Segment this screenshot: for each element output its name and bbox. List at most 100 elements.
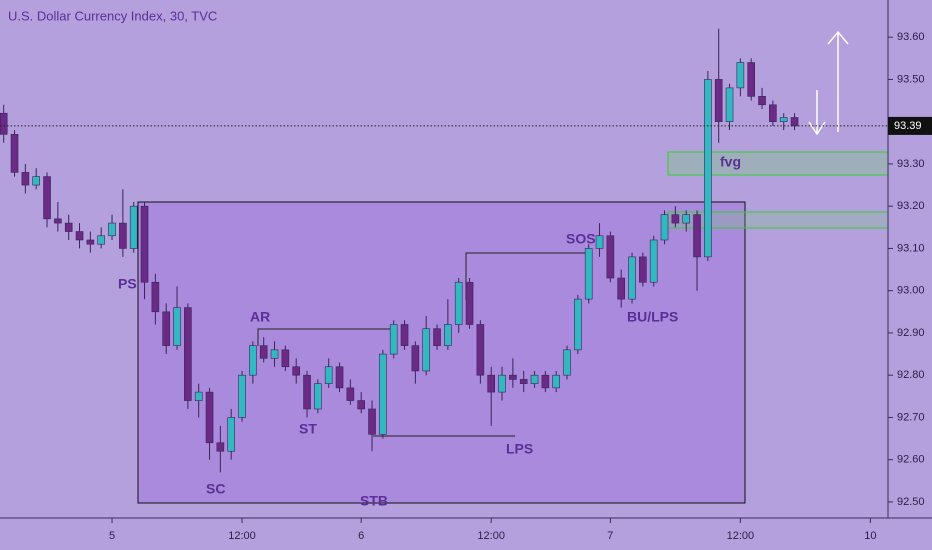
chart-title: U.S. Dollar Currency Index, 30, TVC <box>8 8 217 23</box>
candle-body <box>346 387 355 401</box>
candle-body <box>173 307 181 346</box>
x-tick-label: 12:00 <box>477 530 505 542</box>
candle-body <box>682 214 691 224</box>
candle-body <box>368 408 376 435</box>
candle-body <box>184 307 192 401</box>
candle-body <box>519 379 528 384</box>
x-tick-label: 10 <box>864 530 876 542</box>
price-axis-bg <box>888 0 932 550</box>
candle-body <box>779 117 788 122</box>
annotation: fvg <box>720 154 741 170</box>
y-tick-label: 93.10 <box>897 242 925 254</box>
candle-body <box>379 353 387 435</box>
price-label: 93.39 <box>894 120 922 132</box>
marks <box>0 28 799 473</box>
annotation: PS <box>118 276 137 292</box>
candle-body <box>400 324 409 346</box>
candle-body <box>725 87 734 122</box>
arrow-down-head <box>808 121 826 136</box>
y-tick-label: 93.50 <box>897 73 925 85</box>
candle-body <box>422 328 431 372</box>
annotation: ST <box>299 421 317 437</box>
candle-body <box>205 391 214 444</box>
candle-body <box>465 281 474 325</box>
candle-body <box>649 239 658 283</box>
candle-body <box>736 62 745 89</box>
candle-body <box>628 256 636 300</box>
candle-body <box>227 417 235 452</box>
candle-body <box>444 324 452 346</box>
candle-body <box>54 218 62 224</box>
candle-body <box>108 222 116 237</box>
candle-body <box>314 383 322 410</box>
zone <box>667 151 889 176</box>
candle-body <box>584 248 593 300</box>
candle-body <box>563 349 571 376</box>
candle-body <box>758 96 766 106</box>
candle-body <box>660 214 669 241</box>
candle-body <box>498 374 506 393</box>
candle-body <box>140 205 149 283</box>
candle-body <box>335 366 344 389</box>
y-tick-label: 92.70 <box>897 411 925 423</box>
candle-body <box>75 231 84 241</box>
candle-body <box>552 374 561 389</box>
arrow-up-head <box>827 30 849 45</box>
y-tick-label: 93.20 <box>897 200 925 212</box>
candle-body <box>639 256 647 283</box>
candle-body <box>509 374 517 380</box>
y-tick-label: 92.90 <box>897 327 925 339</box>
candle-body <box>606 235 615 279</box>
candle-body <box>411 345 420 372</box>
candle-body <box>97 235 105 245</box>
annotation: SOS <box>566 231 596 247</box>
candle-body <box>129 205 138 249</box>
candle-body <box>259 345 268 359</box>
y-tick-label: 93.60 <box>897 31 925 43</box>
candle-body <box>21 172 30 186</box>
candle-body <box>671 214 680 224</box>
candle-body <box>292 366 301 376</box>
candle-body <box>64 222 73 232</box>
candle-body <box>281 349 290 368</box>
candle-body <box>530 374 539 384</box>
annotation: BU/LPS <box>627 309 678 325</box>
candle-body <box>747 62 756 97</box>
ar-line <box>257 328 390 346</box>
candle-body <box>574 298 582 351</box>
y-tick-label: 93.00 <box>897 285 925 297</box>
candle-body <box>476 324 485 376</box>
annotation: STB <box>360 493 388 509</box>
x-tick-label: 12:00 <box>727 530 755 542</box>
candle-body <box>541 374 550 389</box>
annotation: AR <box>250 309 270 325</box>
candle-body <box>194 391 203 401</box>
x-tick-label: 5 <box>109 530 115 542</box>
candle-body <box>433 328 441 346</box>
annotation: LPS <box>506 441 533 457</box>
candle-body <box>10 134 19 173</box>
candle-body <box>249 345 257 376</box>
annotation: SC <box>206 481 225 497</box>
x-tick-label: 7 <box>607 530 613 542</box>
range-box <box>137 201 746 504</box>
candle-body <box>216 442 225 452</box>
candle-body <box>357 400 366 410</box>
candle-body <box>162 311 170 346</box>
y-tick-label: 93.30 <box>897 158 925 170</box>
candle-body <box>303 374 311 410</box>
candle-body <box>86 239 95 245</box>
y-tick-label: 92.50 <box>897 496 925 508</box>
candle-body <box>32 176 41 186</box>
zone <box>667 211 889 229</box>
candle-body <box>119 222 127 249</box>
y-tick-label: 92.60 <box>897 454 925 466</box>
candle-body <box>43 176 51 220</box>
candle-body <box>270 349 279 359</box>
candle-body <box>693 214 701 258</box>
candle-body <box>324 366 333 384</box>
candle-body <box>238 374 246 418</box>
candle-body <box>769 104 777 122</box>
candle-body <box>487 374 496 393</box>
